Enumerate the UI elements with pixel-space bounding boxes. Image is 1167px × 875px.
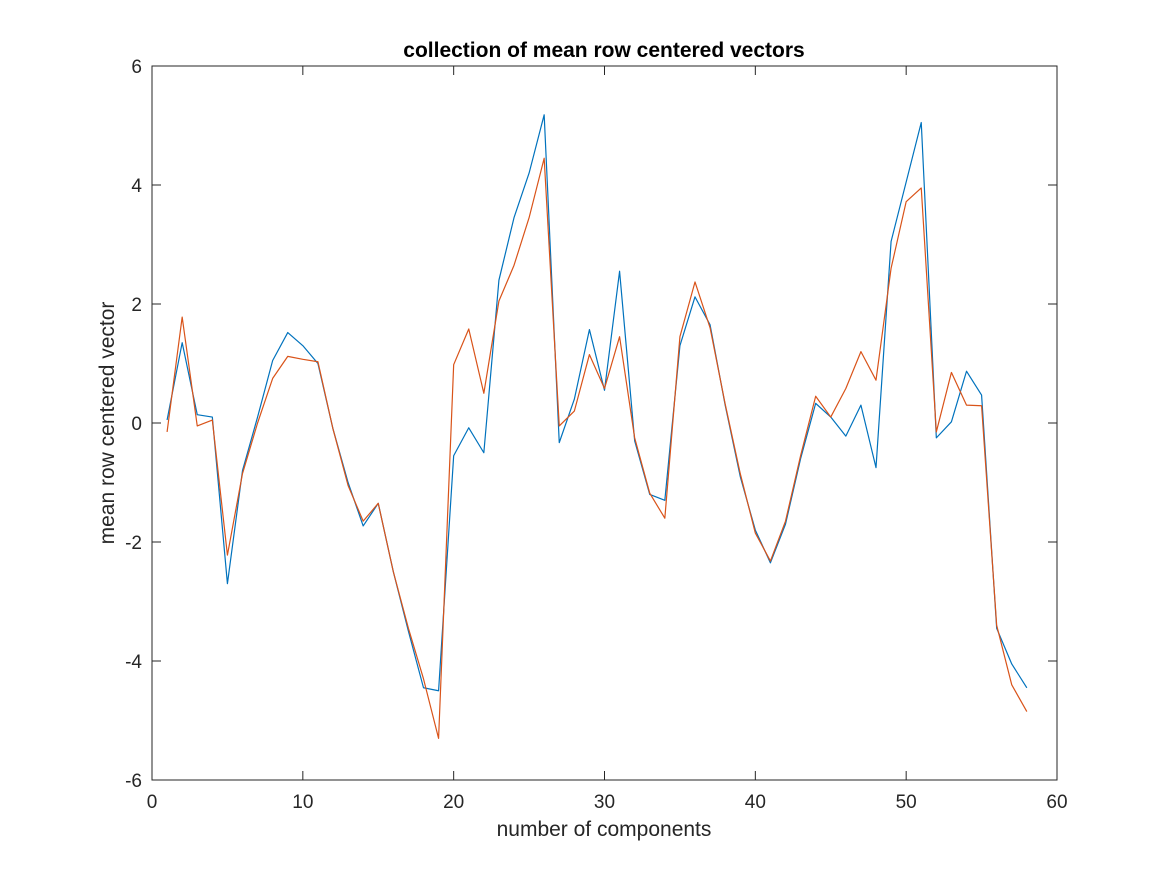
series-line-2 bbox=[166, 157, 1028, 739]
y-tick-label-6: 6 bbox=[131, 57, 142, 78]
series-1 bbox=[166, 114, 1028, 692]
ticks-layer: 0 10 20 30 40 50 60 -6 -4 -2 0 2 4 6 bbox=[125, 57, 1067, 813]
y-tick-label--6: -6 bbox=[125, 771, 142, 792]
y-axis-label: mean row centered vector bbox=[96, 302, 119, 545]
series-line-1 bbox=[166, 114, 1028, 692]
y-tick-label-2: 2 bbox=[131, 295, 142, 316]
y-tick-label--2: -2 bbox=[125, 533, 142, 554]
x-tick-label-50: 50 bbox=[896, 792, 917, 813]
series-layer bbox=[166, 114, 1028, 739]
x-tick-label-10: 10 bbox=[292, 792, 313, 813]
y-tick-label--4: -4 bbox=[125, 652, 142, 673]
x-tick-label-0: 0 bbox=[147, 792, 158, 813]
y-tick-label-0: 0 bbox=[131, 414, 142, 435]
y-tick-label-4: 4 bbox=[131, 176, 142, 197]
x-tick-label-40: 40 bbox=[745, 792, 766, 813]
plot-area bbox=[152, 66, 1057, 780]
x-tick-label-30: 30 bbox=[594, 792, 615, 813]
x-tick-label-20: 20 bbox=[443, 792, 464, 813]
x-axis-label: number of components bbox=[497, 818, 712, 841]
x-tick-label-60: 60 bbox=[1046, 792, 1067, 813]
chart-title: collection of mean row centered vectors bbox=[403, 39, 804, 62]
series-2 bbox=[166, 157, 1028, 739]
